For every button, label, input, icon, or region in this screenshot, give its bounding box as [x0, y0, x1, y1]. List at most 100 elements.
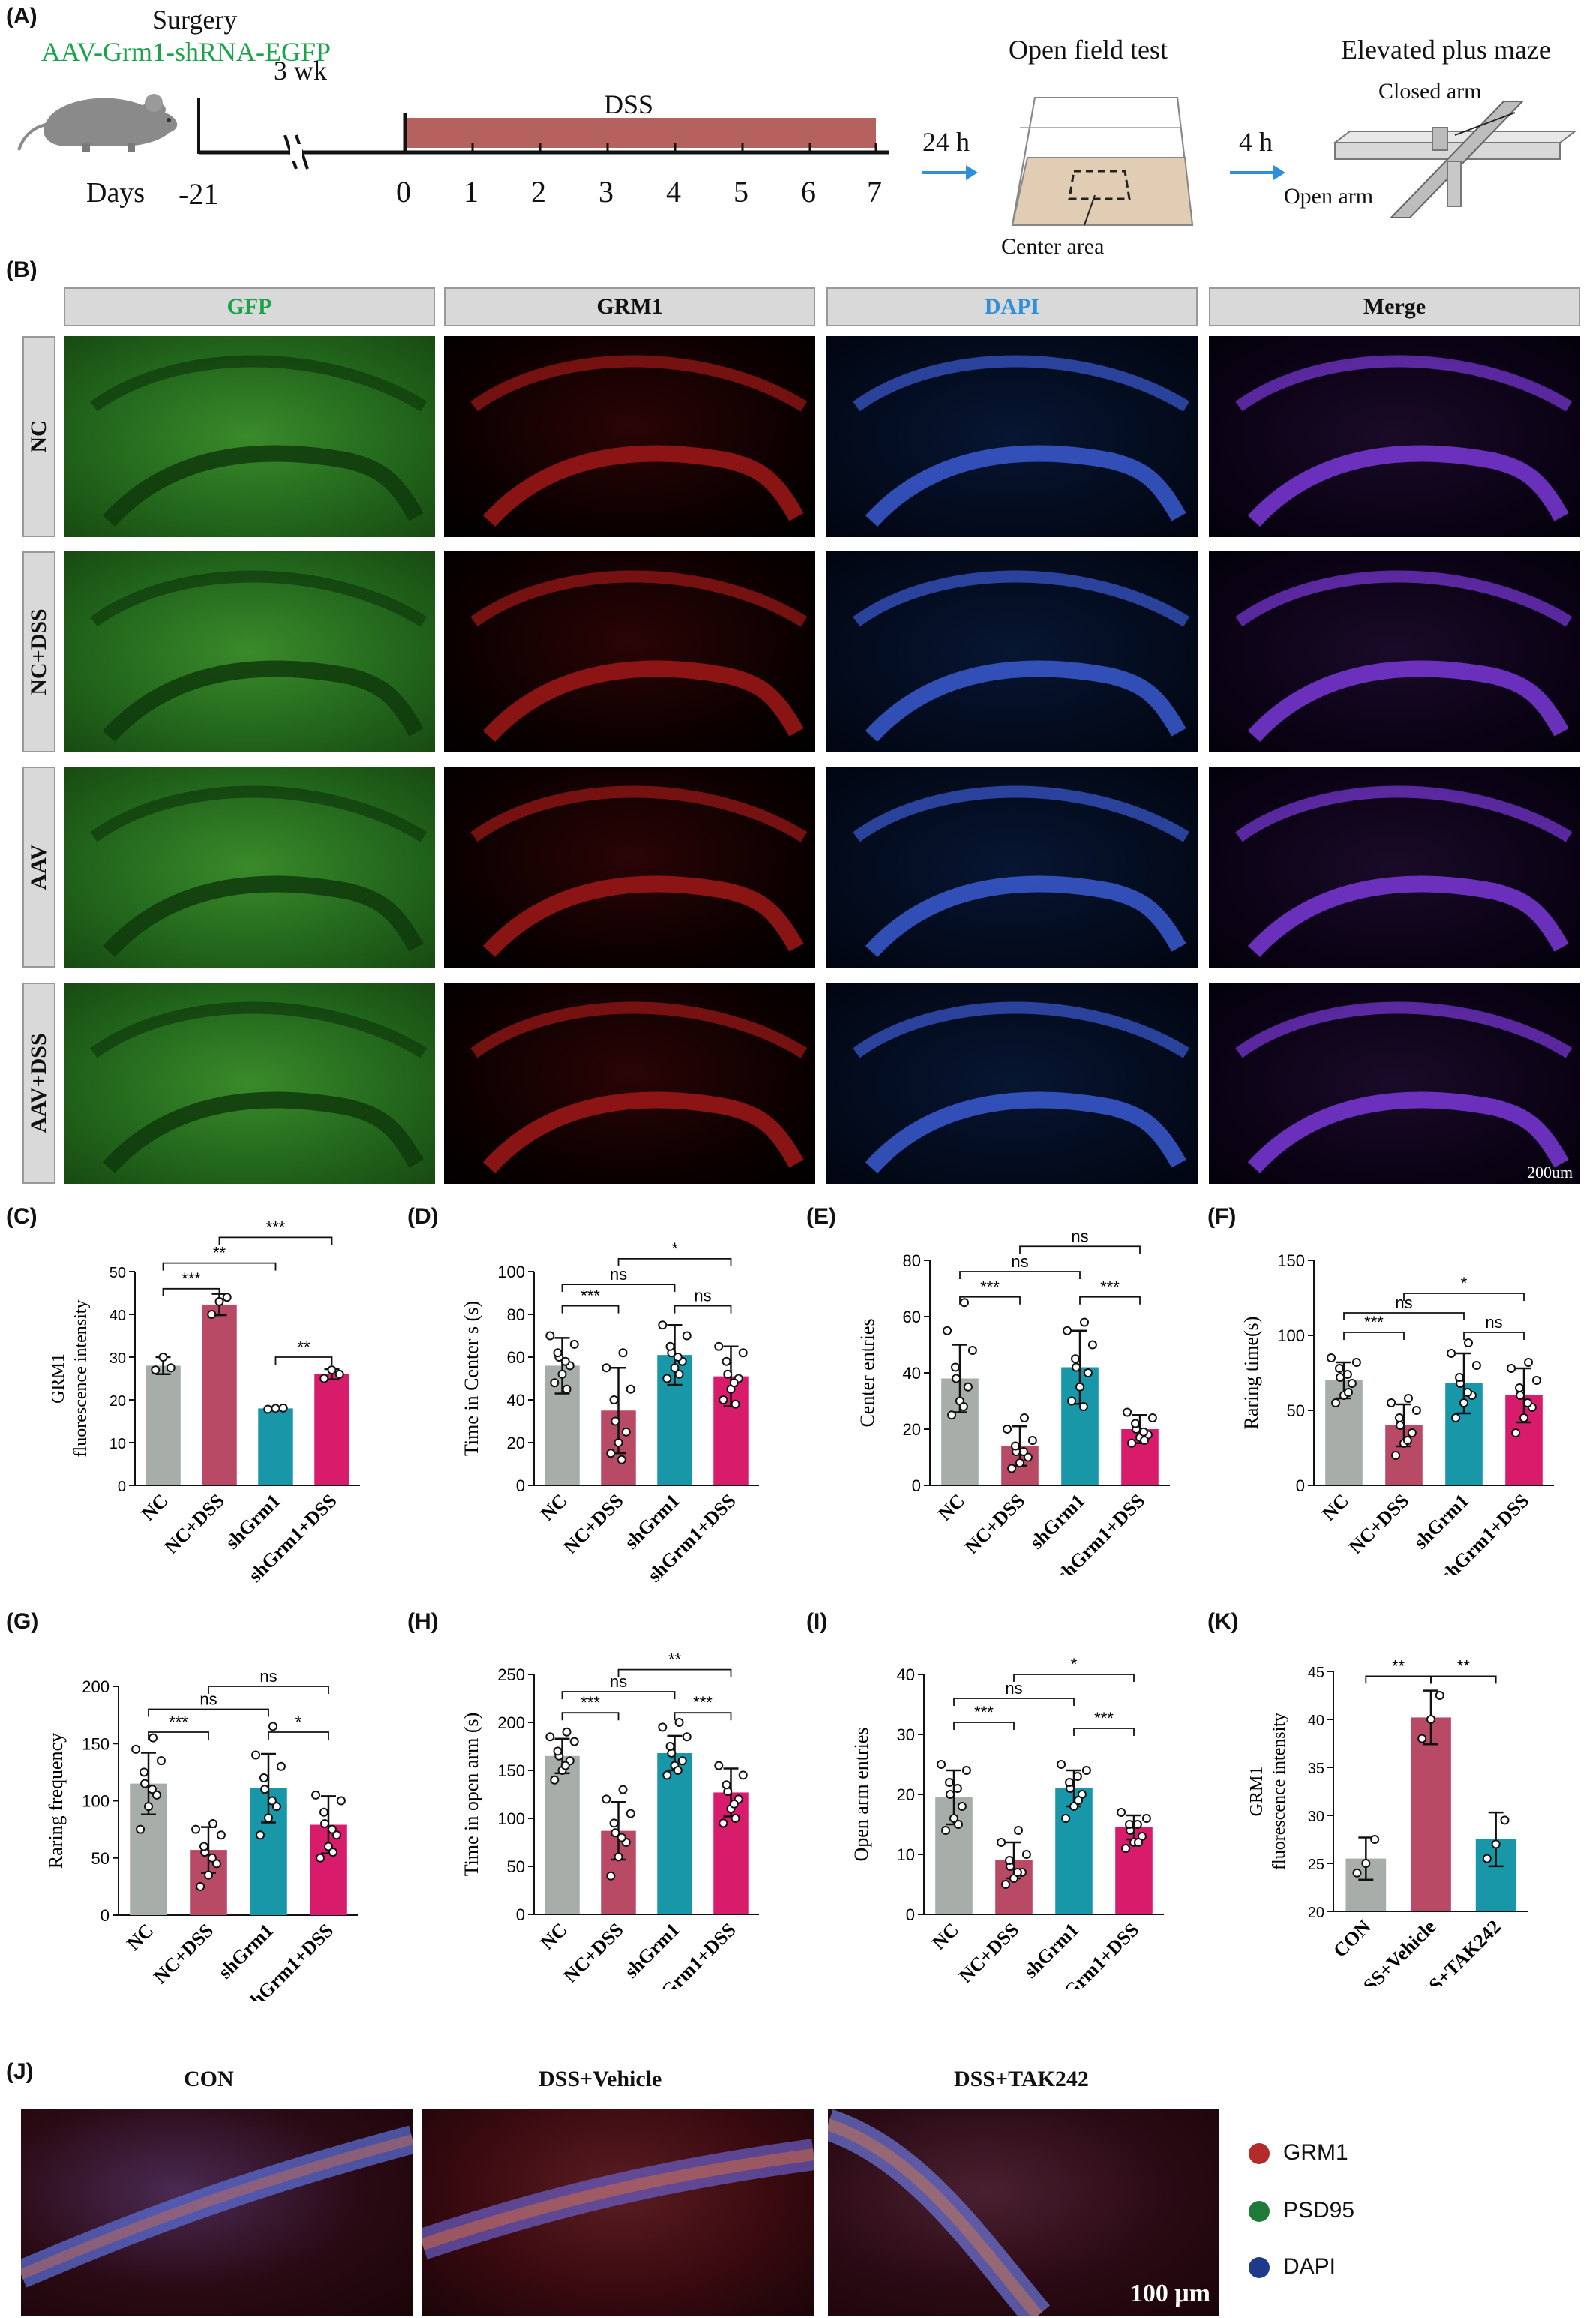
- significance-label: *: [1461, 1274, 1468, 1293]
- data-point: [730, 1814, 740, 1823]
- data-point: [718, 1818, 728, 1828]
- category-label: NC+DSS: [559, 1919, 627, 1987]
- data-point: [729, 1799, 739, 1809]
- significance-bracket: [617, 1668, 732, 1677]
- category-label: NC: [122, 1920, 158, 1955]
- category-label: NC+DSS: [1345, 1490, 1413, 1558]
- significance-bracket: [1079, 1296, 1141, 1305]
- bar-chart: 20 25 30 35 40 45 GRM1 fluorescence intensity CO…: [1247, 1656, 1528, 1986]
- data-point: [950, 1814, 958, 1823]
- data-point: [136, 1824, 146, 1834]
- image-nc-gfp: [64, 336, 435, 537]
- legend-psd95-dot: [1249, 2201, 1270, 2223]
- data-point: [545, 1331, 555, 1341]
- data-point: [1347, 1379, 1357, 1388]
- significance-bracket: [1073, 1728, 1135, 1736]
- data-point: [263, 1404, 273, 1414]
- data-point: [328, 1848, 338, 1857]
- data-point: [673, 1353, 682, 1362]
- epm-closed-label: Closed arm: [1378, 79, 1482, 104]
- significance-label: *: [1071, 1655, 1078, 1674]
- data-point: [545, 1732, 555, 1742]
- data-point: [1121, 1844, 1131, 1853]
- data-point: [952, 1374, 962, 1383]
- data-point: [729, 1378, 739, 1388]
- category-label: NC+DSS: [955, 1919, 1023, 1987]
- data-point: [1088, 1340, 1097, 1350]
- significance-bracket: [148, 1708, 269, 1717]
- data-point: [1065, 1778, 1074, 1787]
- significance-bracket: [674, 1712, 732, 1721]
- data-point: [1482, 1854, 1492, 1863]
- arrow-24h: [922, 165, 978, 180]
- panel-label: (D): [407, 1204, 439, 1229]
- data-point: [658, 1320, 668, 1330]
- category-label: NC: [928, 1919, 963, 1954]
- data-point: [677, 1756, 687, 1766]
- data-point: [207, 1853, 217, 1863]
- data-point: [1370, 1835, 1380, 1844]
- y-axis-label: fluorescence intensity: [1270, 1713, 1289, 1870]
- data-point: [614, 1438, 623, 1447]
- data-point: [1352, 1358, 1361, 1367]
- category-label: CON: [1329, 1916, 1376, 1962]
- significance-bracket: [674, 1305, 732, 1314]
- day-tick-label: 1: [464, 175, 478, 209]
- data-point: [1361, 1859, 1371, 1868]
- day-tick-label: 6: [801, 175, 816, 209]
- data-point: [1001, 1880, 1011, 1889]
- data-point: [324, 1842, 333, 1851]
- significance-bracket: [1019, 1245, 1141, 1254]
- data-point: [151, 1365, 160, 1375]
- y-tick-label: 60: [903, 1308, 921, 1326]
- data-point: [1491, 1839, 1501, 1849]
- y-tick-label: 40: [507, 1391, 525, 1410]
- data-point: [1500, 1815, 1510, 1825]
- y-tick-label: 50: [92, 1849, 110, 1868]
- y-tick-label: 200: [497, 1713, 525, 1732]
- y-tick-label: 40: [110, 1308, 126, 1324]
- significance-label: ***: [580, 1693, 600, 1712]
- row-header-nc: NC: [22, 336, 56, 537]
- panel-label: (C): [6, 1204, 38, 1229]
- y-tick-label: 100: [82, 1792, 110, 1811]
- y-tick-label: 50: [1287, 1401, 1305, 1420]
- significance-label: ns: [610, 1265, 627, 1284]
- day-tick-label: 3: [598, 175, 614, 209]
- significance-bracket: [953, 1698, 1075, 1706]
- y-tick-label: 30: [1308, 1809, 1324, 1825]
- data-point: [1076, 1382, 1084, 1392]
- data-point: [336, 1796, 346, 1806]
- data-point: [207, 1310, 217, 1319]
- y-tick-label: 0: [118, 1479, 126, 1495]
- panel-j-title-tak242: DSS+TAK242: [954, 2067, 1089, 2091]
- data-point: [1520, 1413, 1528, 1422]
- significance-bracket: [561, 1305, 620, 1314]
- image-nc-dapi: [826, 336, 1198, 537]
- data-point: [158, 1353, 168, 1362]
- image-nc-dss-merge: [1209, 551, 1580, 752]
- image-j-con: [21, 2109, 412, 2316]
- scale-bar-200: 200um: [1527, 1163, 1573, 1187]
- y-tick-label: 0: [912, 1476, 921, 1495]
- data-point: [553, 1348, 562, 1358]
- legend-grm1: GRM1: [1249, 2140, 1348, 2166]
- data-point: [276, 1761, 286, 1771]
- oft-title: Open field test: [1009, 35, 1168, 65]
- panel-label: (I): [806, 1609, 828, 1634]
- y-tick-label: 0: [516, 1905, 525, 1924]
- data-point: [1391, 1451, 1401, 1460]
- y-axis-label: GRM1: [49, 1353, 68, 1404]
- data-point: [1057, 1760, 1066, 1769]
- data-point: [1082, 1766, 1091, 1775]
- data-point: [1412, 1406, 1421, 1415]
- data-point: [945, 1778, 954, 1787]
- data-point: [1061, 1814, 1071, 1823]
- data-point: [665, 1742, 675, 1751]
- data-point: [1003, 1425, 1012, 1434]
- arrow2-label: 4 h: [1239, 127, 1273, 157]
- image-j-vehicle: [422, 2109, 814, 2316]
- image-aav-grm1: [444, 767, 815, 968]
